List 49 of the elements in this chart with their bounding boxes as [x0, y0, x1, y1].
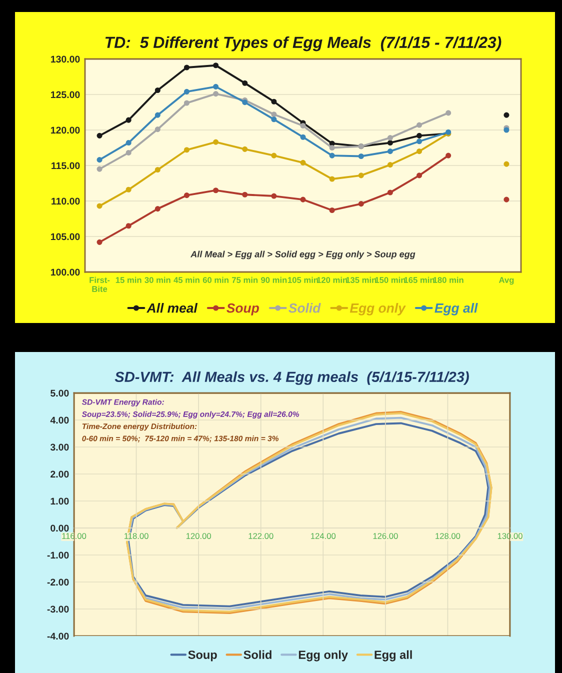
y-tick-label: 125.00 — [51, 91, 80, 98]
y-tick-label: 105.00 — [51, 233, 80, 240]
annotation: All Meal > Egg all > Solid egg > Egg only > Soup egg — [190, 250, 416, 260]
legend-label: Solid — [288, 303, 321, 313]
x-tick-label: 128.00 — [436, 533, 460, 539]
x-tick-label: 120 min — [317, 276, 348, 283]
y-tick-label: 115.00 — [52, 162, 80, 170]
y-tick-label: -1.00 — [47, 552, 69, 559]
x-tick-label: First- Bite — [90, 276, 110, 292]
x-tick-label: 90 min — [261, 276, 287, 283]
legend-label: All meal — [146, 303, 198, 313]
y-tick-label: 110.00 — [52, 198, 80, 205]
legend-label: Soup — [188, 650, 217, 662]
legend-label: Egg all — [434, 303, 478, 316]
x-tick-label: 45 min — [174, 276, 200, 283]
y-tick-label: 130.00 — [51, 56, 80, 63]
chart-title: SD-VMT: All Meals vs. 4 Egg meals (5/1/15-7/11/23) — [114, 371, 469, 385]
legend-label: Solid — [244, 650, 272, 659]
x-tick-label: 150 min — [375, 276, 406, 283]
x-tick-label: 118.00 — [124, 533, 148, 539]
x-tick-label: 30 min — [144, 276, 170, 283]
y-tick-label: -3.00 — [47, 606, 69, 613]
x-tick-label: 120.00 — [186, 533, 211, 539]
x-tick-label: 126.00 — [373, 533, 398, 539]
x-tick-label: Avg — [498, 277, 514, 285]
y-tick-label: -4.00 — [47, 632, 69, 640]
x-tick-label: 124.00 — [311, 533, 336, 539]
y-tick-label: 120.00 — [51, 126, 80, 134]
x-tick-label: 122.00 — [248, 533, 274, 539]
legend-label: Soup — [226, 303, 259, 316]
y-tick-label: 5.00 — [50, 390, 69, 397]
x-tick-label: 15 min — [116, 276, 142, 283]
x-tick-label: 60 min — [202, 276, 228, 283]
y-tick-label: 0.00 — [50, 524, 69, 532]
y-tick-label: 2.00 — [50, 470, 69, 478]
y-tick-label: -2.00 — [47, 578, 69, 586]
x-tick-label: 165 min — [404, 276, 434, 283]
legend-label: Egg all — [374, 650, 412, 662]
y-tick-label: 100.00 — [51, 268, 80, 276]
chart-title: TD: 5 Different Types of Egg Meals (7/1/15 - 7/11/23) — [105, 36, 502, 52]
y-tick-label: 1.00 — [50, 498, 69, 505]
x-tick-label: 135 min — [346, 276, 376, 283]
x-tick-label: 180 min — [433, 276, 464, 283]
y-tick-label: 3.00 — [50, 444, 69, 451]
legend-label: Egg only — [350, 303, 406, 316]
y-tick-label: 4.00 — [50, 416, 69, 424]
legend-label: Egg only — [298, 650, 348, 662]
x-tick-label: 105 min — [288, 276, 318, 283]
x-tick-label: 75 min — [232, 276, 258, 283]
